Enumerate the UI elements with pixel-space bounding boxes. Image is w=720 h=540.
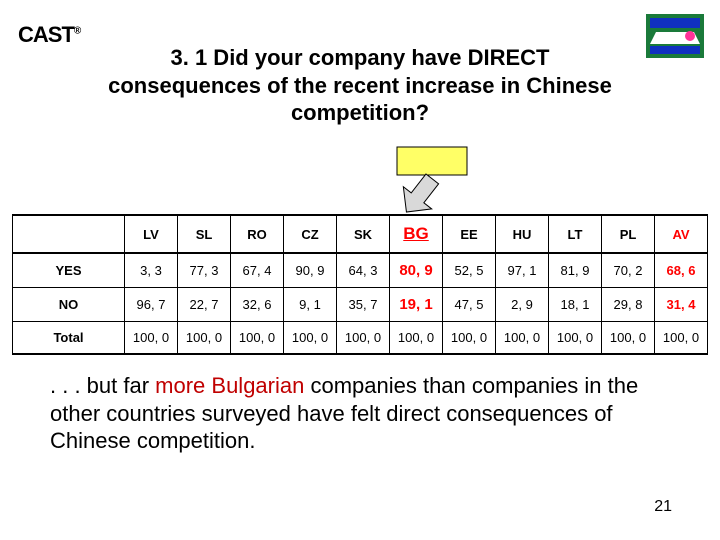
table-cell: 81, 9	[549, 253, 602, 288]
table-cell: 19, 1	[390, 288, 443, 322]
row-label: Total	[13, 322, 125, 355]
table-cell: 32, 6	[231, 288, 284, 322]
table-cell: 29, 8	[602, 288, 655, 322]
table-row: Total100, 0100, 0100, 0100, 0100, 0100, …	[13, 322, 708, 355]
table-cell: 100, 0	[337, 322, 390, 355]
col-header: LT	[549, 215, 602, 253]
slide-title: 3. 1 Did your company have DIRECT conseq…	[0, 44, 720, 127]
table-cell: 100, 0	[602, 322, 655, 355]
table-corner	[13, 215, 125, 253]
table: LV SL RO CZ SK BG EE HU LT PL AV YES3, 3…	[12, 214, 708, 355]
commentary-pre: . . . but far	[50, 373, 155, 398]
col-header: PL	[602, 215, 655, 253]
callout-arrow	[396, 146, 468, 219]
page-number: 21	[654, 498, 672, 516]
table-cell: 77, 3	[178, 253, 231, 288]
table-row: YES3, 377, 367, 490, 964, 380, 952, 597,…	[13, 253, 708, 288]
table-cell: 97, 1	[496, 253, 549, 288]
table-cell: 100, 0	[178, 322, 231, 355]
table-row: NO96, 722, 732, 69, 135, 719, 147, 52, 9…	[13, 288, 708, 322]
commentary-highlight: more Bulgarian	[155, 373, 304, 398]
table-cell: 100, 0	[549, 322, 602, 355]
col-header: CZ	[284, 215, 337, 253]
table-cell: 80, 9	[390, 253, 443, 288]
table-cell: 100, 0	[655, 322, 708, 355]
table-cell: 22, 7	[178, 288, 231, 322]
col-header-highlight: BG	[390, 215, 443, 253]
table-cell: 68, 6	[655, 253, 708, 288]
table-cell: 47, 5	[443, 288, 496, 322]
table-cell: 96, 7	[125, 288, 178, 322]
table-cell: 2, 9	[496, 288, 549, 322]
col-header: RO	[231, 215, 284, 253]
col-header: SL	[178, 215, 231, 253]
data-table: LV SL RO CZ SK BG EE HU LT PL AV YES3, 3…	[12, 214, 708, 355]
col-header: EE	[443, 215, 496, 253]
table-cell: 90, 9	[284, 253, 337, 288]
table-header-row: LV SL RO CZ SK BG EE HU LT PL AV	[13, 215, 708, 253]
col-header-av: AV	[655, 215, 708, 253]
col-header: SK	[337, 215, 390, 253]
table-cell: 100, 0	[231, 322, 284, 355]
table-cell: 70, 2	[602, 253, 655, 288]
table-cell: 3, 3	[125, 253, 178, 288]
row-label: YES	[13, 253, 125, 288]
table-cell: 18, 1	[549, 288, 602, 322]
table-cell: 64, 3	[337, 253, 390, 288]
table-cell: 100, 0	[443, 322, 496, 355]
table-cell: 100, 0	[125, 322, 178, 355]
commentary-text: . . . but far more Bulgarian companies t…	[50, 372, 680, 455]
table-cell: 100, 0	[496, 322, 549, 355]
col-header: HU	[496, 215, 549, 253]
table-cell: 100, 0	[284, 322, 337, 355]
table-cell: 9, 1	[284, 288, 337, 322]
col-header: LV	[125, 215, 178, 253]
table-cell: 52, 5	[443, 253, 496, 288]
table-cell: 35, 7	[337, 288, 390, 322]
table-cell: 100, 0	[390, 322, 443, 355]
table-cell: 67, 4	[231, 253, 284, 288]
registered-mark: ®	[74, 26, 80, 37]
row-label: NO	[13, 288, 125, 322]
table-cell: 31, 4	[655, 288, 708, 322]
